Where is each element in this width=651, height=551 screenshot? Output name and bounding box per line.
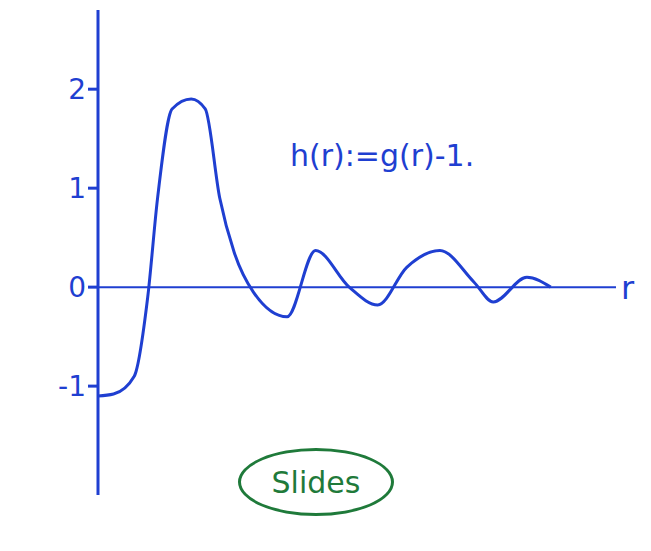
html-text:h(r):=g(r)-1.: h(r):=g(r)-1. xyxy=(290,138,475,173)
svg-text:-1: -1 xyxy=(58,370,86,403)
svg-text:2: 2 xyxy=(68,73,86,106)
svg-text:0: 0 xyxy=(68,271,86,304)
html-text:Slides: Slides xyxy=(271,464,361,500)
svg-text:r: r xyxy=(621,269,635,307)
svg-text:1: 1 xyxy=(68,172,86,205)
